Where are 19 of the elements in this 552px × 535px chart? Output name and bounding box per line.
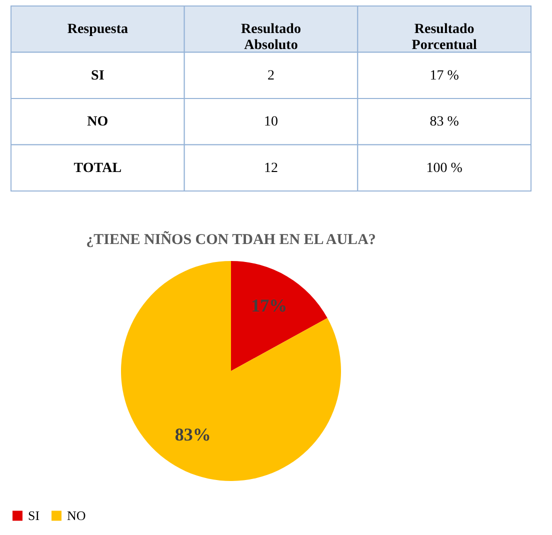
text: 10 bbox=[264, 114, 278, 130]
chart-title: ¿TIENE NIÑOS CON TDAH EN EL AULA? bbox=[86, 231, 376, 248]
legend-label: NO bbox=[67, 508, 86, 523]
text: 12 bbox=[264, 160, 278, 176]
text: SI bbox=[91, 68, 104, 84]
data-label: 83% bbox=[174, 424, 211, 445]
text: TOTAL bbox=[74, 160, 122, 176]
text: NO bbox=[87, 114, 108, 130]
pie-slice bbox=[231, 261, 328, 371]
pie-slice bbox=[121, 261, 341, 481]
category-label: Resultado Absoluto bbox=[241, 22, 301, 54]
text: 100 % bbox=[426, 160, 463, 176]
legend-label: SI bbox=[28, 508, 40, 523]
category-label: Respuesta bbox=[67, 22, 128, 38]
data-label: 17% bbox=[251, 295, 288, 316]
text: 17 % bbox=[430, 68, 460, 84]
text: 2 bbox=[268, 68, 274, 84]
text: 83 % bbox=[430, 114, 460, 130]
category-label: Resultado Porcentual bbox=[412, 22, 477, 54]
